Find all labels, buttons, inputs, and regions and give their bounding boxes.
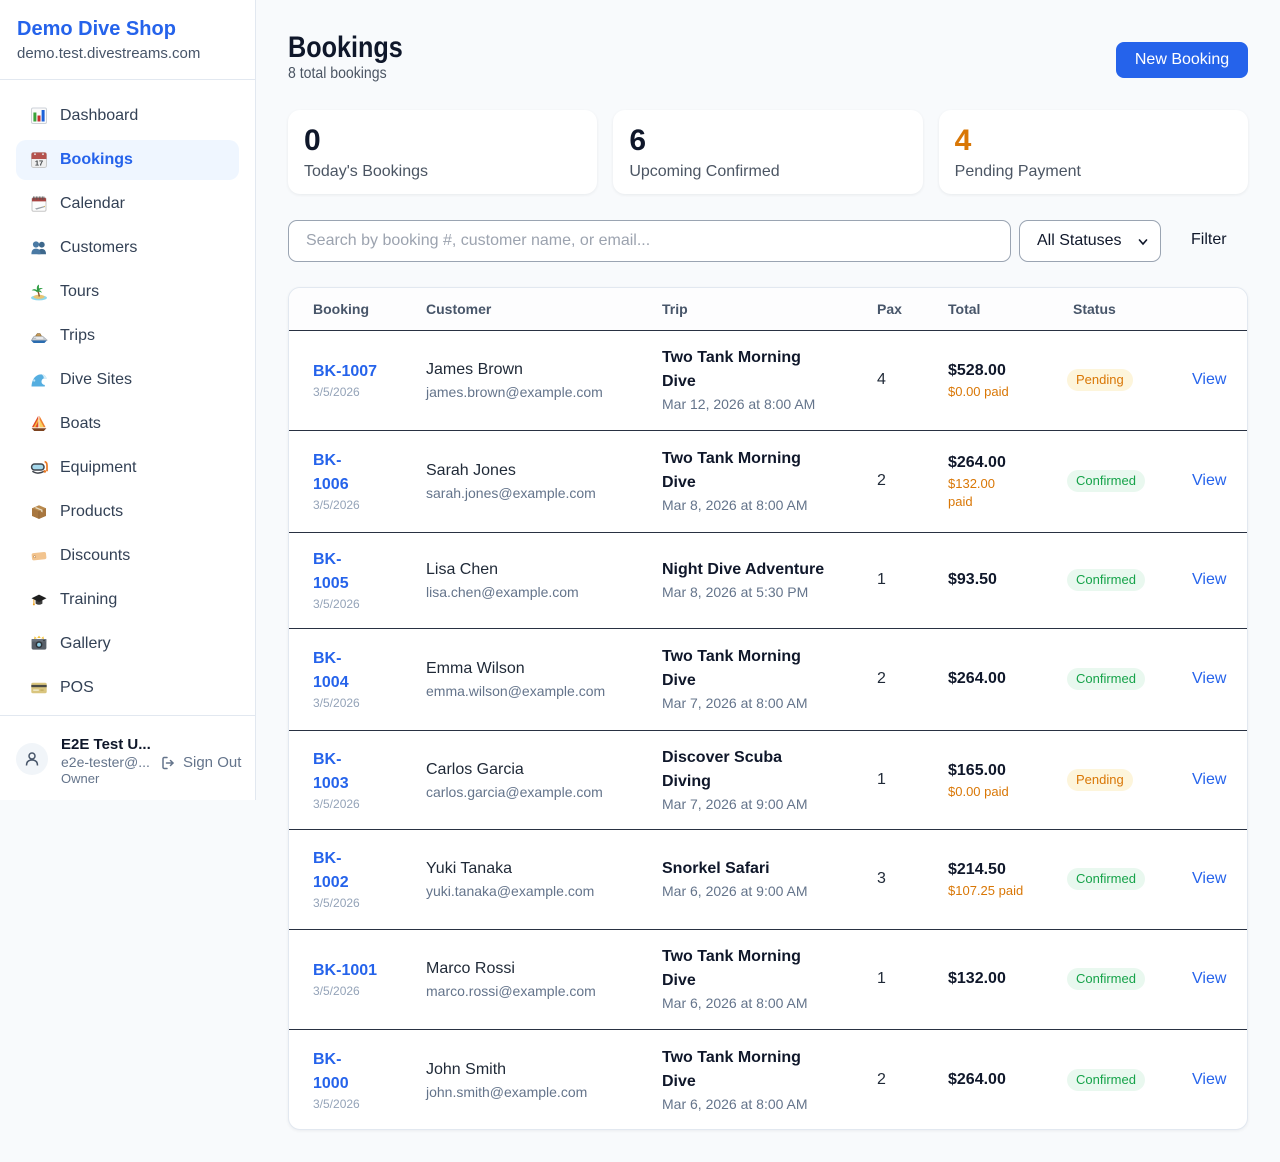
- svg-text:17: 17: [35, 159, 43, 168]
